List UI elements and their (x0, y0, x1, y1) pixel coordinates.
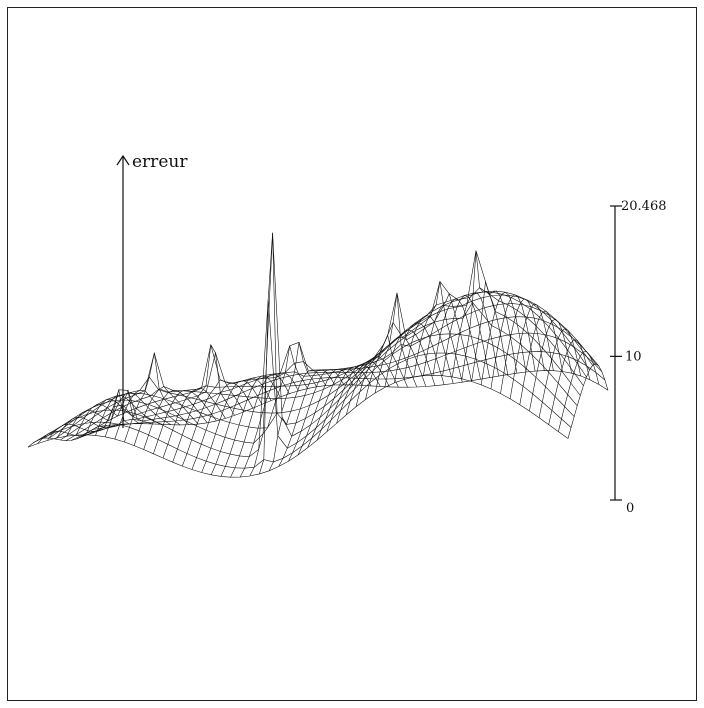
mesh-column-line (172, 343, 235, 463)
mesh-row-line (49, 250, 581, 439)
mesh-column-line (519, 310, 563, 405)
mesh-row-line (38, 299, 575, 458)
mesh-column-line (104, 392, 172, 437)
mesh-column-line (47, 423, 117, 441)
surface-plot: erreur 20.468 10 0 (27, 152, 667, 516)
mesh-column-line (355, 334, 408, 407)
mesh-column-line (567, 363, 609, 439)
mesh-column-line (239, 372, 299, 478)
mesh-column-line (153, 389, 217, 454)
axis-arrow-icon (116, 154, 130, 166)
mesh-column-line (461, 250, 509, 379)
mesh-column-line (413, 281, 463, 383)
mesh-column-line (500, 298, 545, 394)
mesh-column-line (210, 377, 272, 475)
mesh-column-line (182, 379, 244, 467)
mesh-column-line (133, 386, 199, 446)
mesh-column-line (124, 352, 190, 443)
mesh-column-line (452, 292, 499, 377)
mesh-column-line (37, 425, 108, 444)
mesh-column-line (220, 375, 281, 477)
mesh-column-line (442, 295, 490, 378)
mesh-column-line (403, 315, 454, 384)
mesh-column-line (423, 292, 472, 381)
mesh-column-line (288, 369, 345, 462)
mesh-column-line (259, 232, 317, 474)
z-axis: erreur (116, 152, 188, 428)
mesh-column-line (191, 383, 254, 470)
mesh-column-line (384, 329, 436, 388)
mesh-row-line (60, 291, 587, 441)
mesh-column-line (345, 356, 399, 415)
tick-label-max: 20.468 (621, 199, 667, 214)
mesh-row-line (44, 232, 578, 444)
tick-label-zero: 0 (626, 501, 634, 516)
mesh-column-line (114, 389, 181, 440)
mesh-column-line (394, 322, 445, 385)
tick-label-mid: 10 (625, 349, 642, 364)
mesh-column-line (365, 292, 418, 400)
mesh-column-line (297, 369, 354, 456)
mesh-column-line (432, 298, 481, 380)
mesh-column-line (529, 318, 572, 412)
mesh-column-line (509, 304, 554, 399)
mesh-column-line (85, 399, 153, 435)
mesh-column-line (201, 380, 263, 473)
mesh-row-line (33, 352, 572, 469)
mesh-column-line (558, 351, 600, 432)
figure-frame: erreur 20.468 10 0 (7, 7, 697, 701)
z-scale: 20.468 10 0 (610, 199, 667, 516)
mesh-column-line (538, 328, 581, 418)
mesh-row-line (54, 287, 584, 440)
mesh-column-line (480, 291, 527, 385)
z-axis-title: erreur (132, 152, 188, 172)
mesh-column-line (95, 394, 162, 436)
mesh-column-line (249, 345, 308, 477)
mesh-column-line (230, 373, 290, 478)
mesh-column-line (374, 337, 427, 394)
mesh-column-line (162, 387, 226, 459)
mesh-column-line (75, 389, 144, 436)
mesh-column-line (471, 281, 518, 382)
wireframe-surface (27, 232, 609, 478)
mesh-column-line (326, 364, 381, 432)
mesh-column-line (307, 367, 363, 448)
mesh-column-line (490, 294, 536, 389)
mesh-column-line (143, 390, 208, 450)
